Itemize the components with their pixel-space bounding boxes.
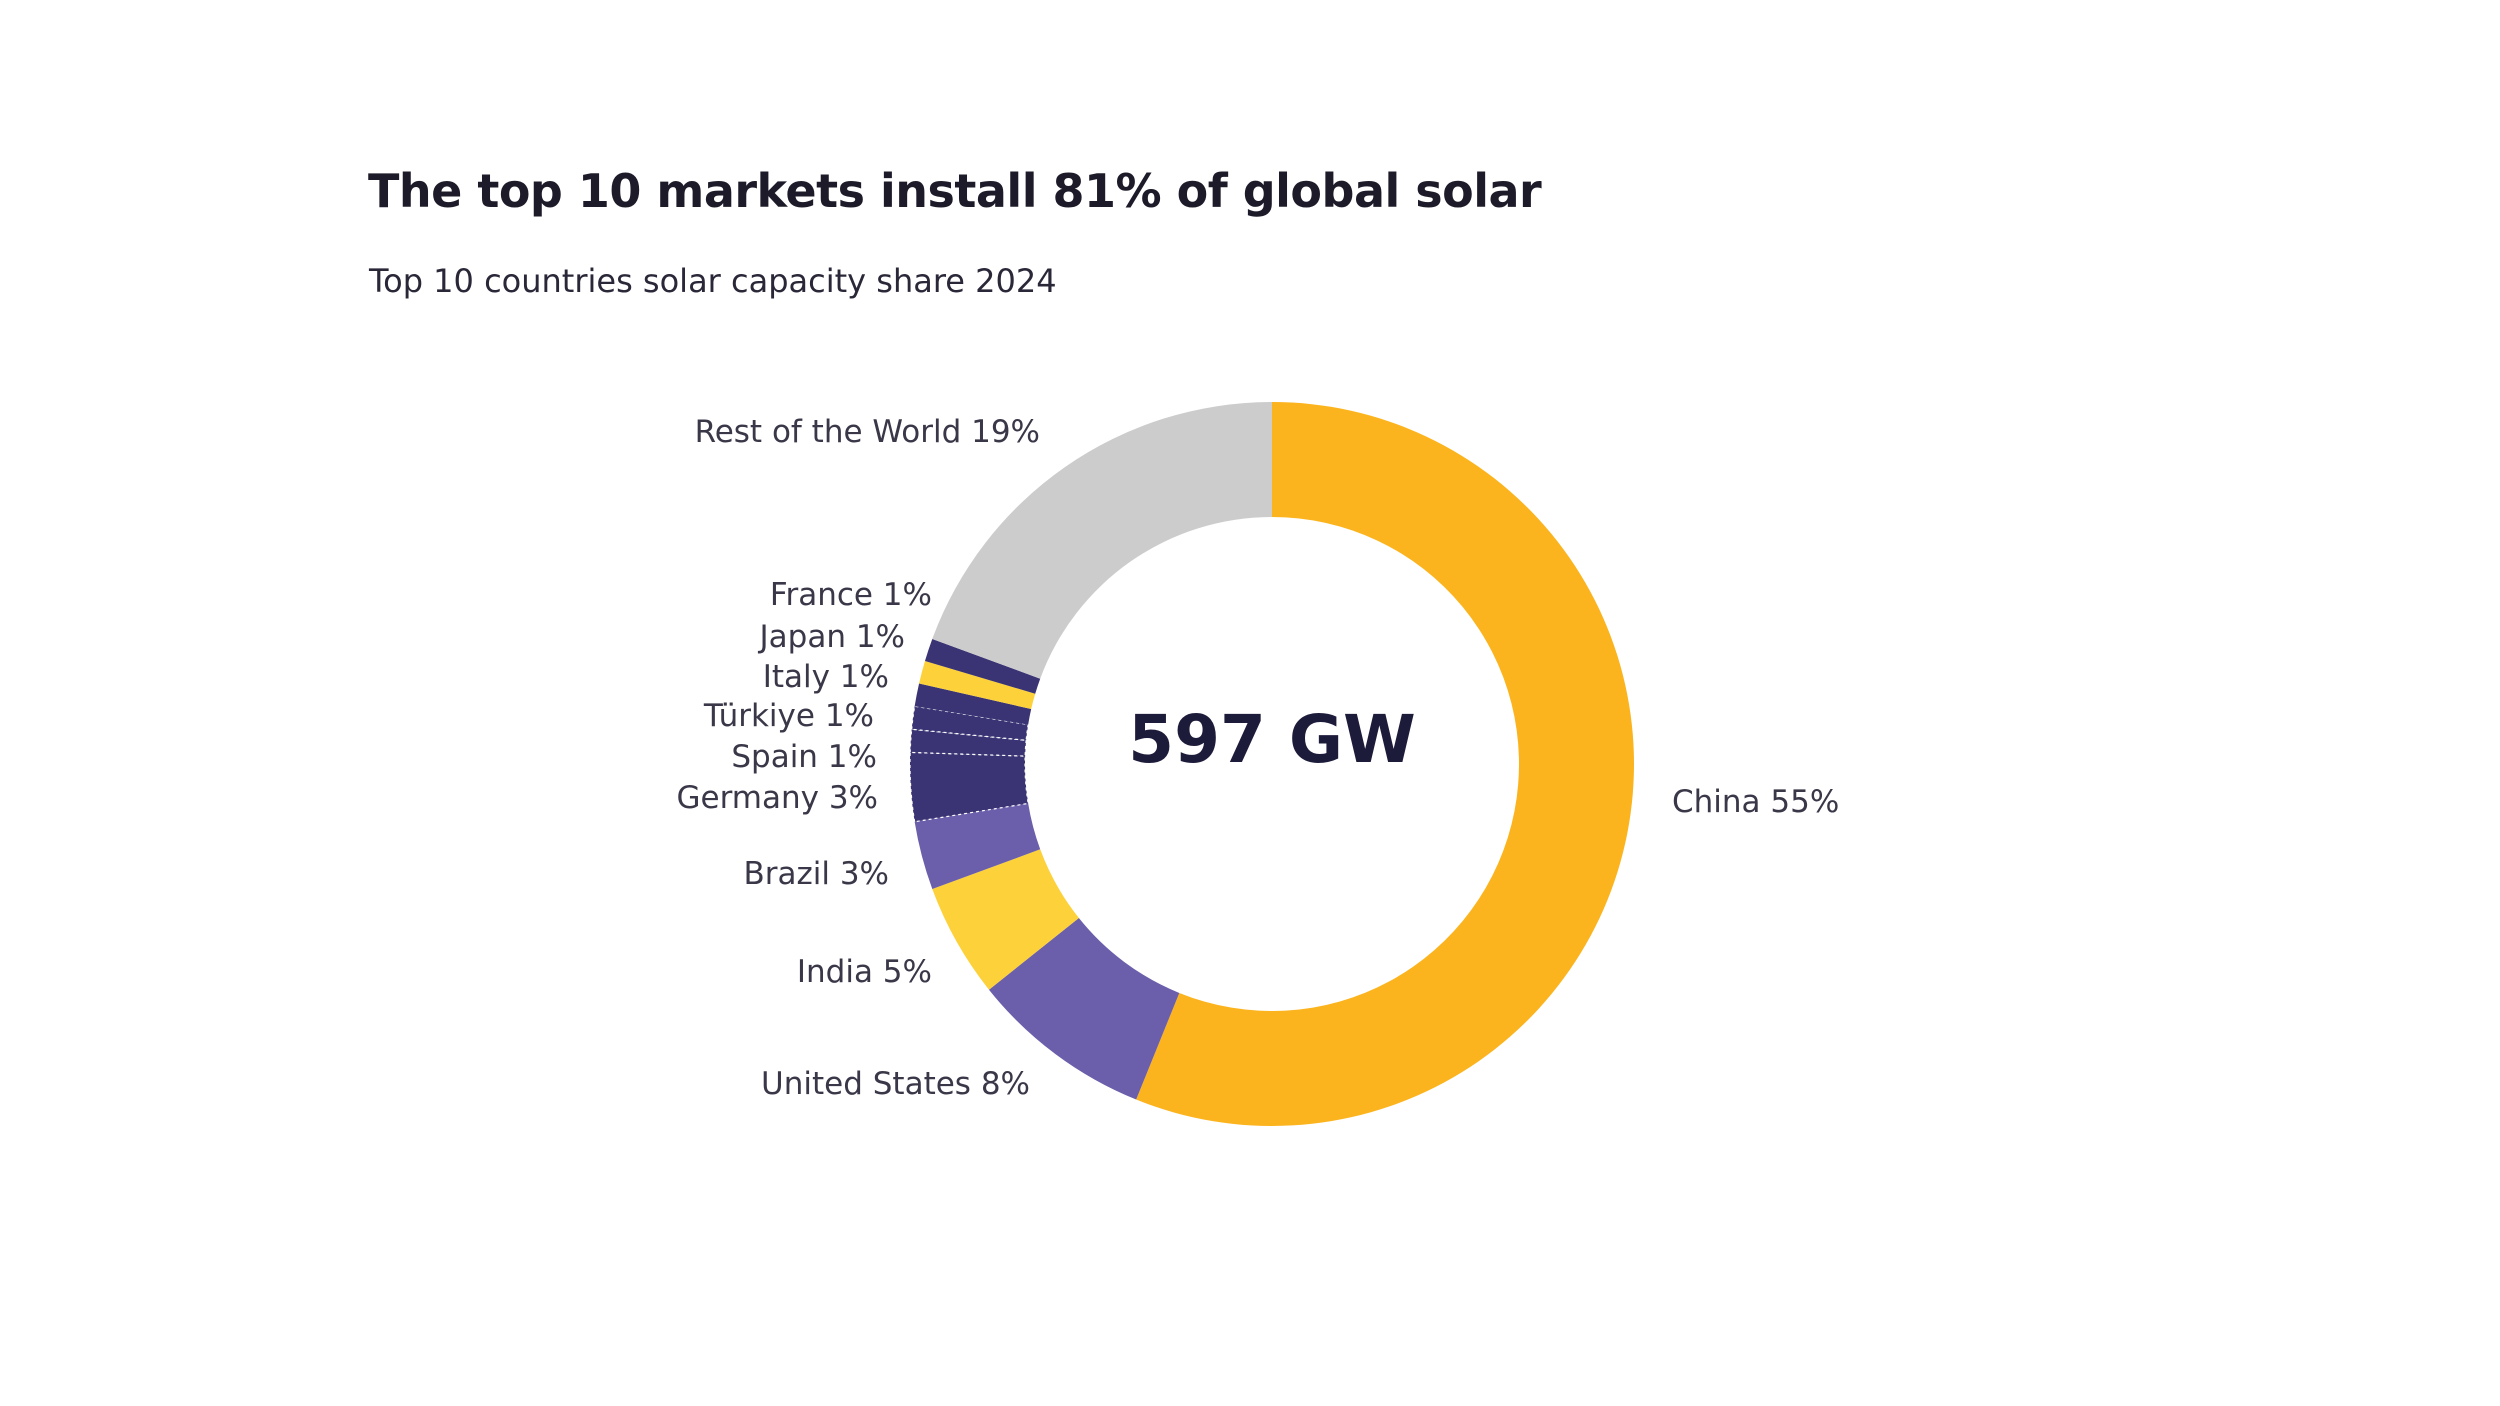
slice-label-spain: Spain 1% [731,739,877,775]
slice-japan[interactable] [919,661,1036,710]
slice-label-japan: Japan 1% [758,619,906,655]
slice-india[interactable] [932,849,1079,990]
slice-labels: China 55% United States 8% India 5% Brazil … [676,414,1839,1102]
slice-italy[interactable] [914,683,1032,725]
donut-slices [909,402,1635,1126]
slice-label-india: India 5% [797,954,932,990]
slice-brazil[interactable] [914,803,1041,890]
slice-rest-of-the-world[interactable] [932,402,1272,679]
chart-subtitle: Top 10 countries solar capacity share 20… [369,262,1057,300]
slice-label-china: China 55% [1672,784,1839,820]
slice-united-states[interactable] [988,918,1180,1100]
center-total-label: 597 GW [1128,701,1416,778]
slice-france[interactable] [924,638,1041,694]
slice-label-turkiye: Türkiye 1% [703,698,874,734]
slice-label-france: France 1% [770,577,932,613]
slice-label-germany: Germany 3% [676,780,878,816]
slice-turkiye[interactable] [911,705,1029,741]
slice-label-rest-of-the-world: Rest of the World 19% [695,414,1040,450]
slice-label-italy: Italy 1% [763,659,889,695]
slice-label-brazil: Brazil 3% [743,856,889,892]
slice-china[interactable] [1136,402,1635,1126]
chart-title: The top 10 markets install 81% of global… [368,164,1542,218]
slice-label-united-states: United States 8% [761,1066,1030,1102]
